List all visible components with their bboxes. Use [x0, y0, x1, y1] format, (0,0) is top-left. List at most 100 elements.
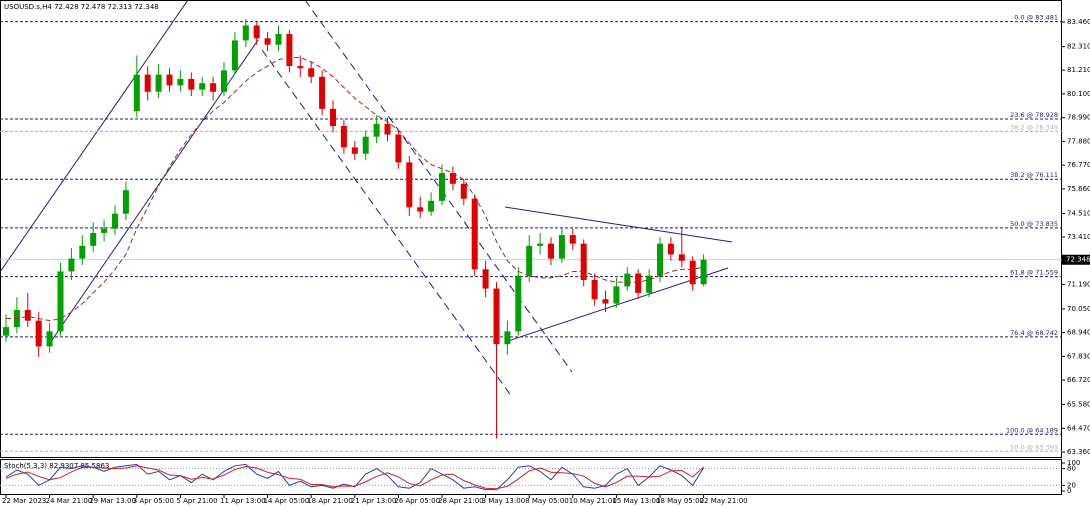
stoch-panel — [0, 459, 1062, 495]
down-channel-upper — [304, 0, 573, 373]
candle-body — [155, 74, 162, 92]
candle-body — [591, 280, 598, 300]
fib-label: 76.4 @ 68.742 — [1010, 329, 1058, 337]
x-tick-label: 28 Apr 21:00 — [438, 497, 484, 505]
candle-body — [602, 299, 609, 304]
y-tick-label: 75.660 — [1067, 185, 1090, 193]
last-price-label: 72.348 — [1066, 256, 1090, 264]
candle-body — [613, 286, 620, 304]
candle-body — [90, 232, 97, 246]
x-tick-label: 10 May 21:00 — [569, 497, 617, 505]
candle-body — [362, 136, 369, 154]
candle-body — [112, 213, 118, 229]
x-tick-label: 14 Apr 05:00 — [264, 497, 310, 505]
y-tick-label: 81.210 — [1067, 66, 1090, 74]
x-tick-label: 18 May 05:00 — [656, 497, 704, 505]
candle-body — [24, 309, 31, 321]
candle-body — [700, 259, 707, 285]
fib-label: 38.2 @ 78.349 — [1010, 123, 1058, 131]
candle-body — [569, 235, 576, 244]
fib-label: 50.0 @ 63.393 — [1010, 443, 1058, 451]
candle-body — [558, 235, 565, 259]
fib-label: 100.0 @ 64.189 — [1006, 426, 1058, 434]
fib-label: 23.6 @ 78.928 — [1010, 111, 1058, 119]
candle-body — [439, 173, 445, 201]
candle-body — [406, 162, 413, 208]
candle-body — [395, 134, 402, 163]
y-tick-label: 77.880 — [1067, 137, 1090, 145]
x-tick-label: 29 Mar 13:00 — [89, 497, 136, 505]
y-tick-label: 76.770 — [1067, 161, 1090, 169]
candle-body — [319, 76, 326, 109]
x-tick-label: 26 Apr 05:00 — [394, 497, 440, 505]
candle-body — [580, 243, 587, 281]
candle-body — [57, 271, 64, 332]
candle-body — [210, 83, 217, 92]
candle-body — [678, 254, 685, 261]
x-tick-label: 3 May 13:00 — [482, 497, 526, 505]
candle-body — [340, 125, 347, 148]
channel-upper — [0, 0, 189, 273]
candle-body — [515, 275, 522, 332]
fib-label: 38.2 @ 76.111 — [1010, 171, 1058, 179]
candle-body — [657, 243, 663, 276]
candle-body — [253, 25, 260, 39]
x-tick-label: 24 Mar 21:00 — [46, 497, 93, 505]
x-tick-label: 15 May 13:00 — [612, 497, 660, 505]
x-tick-label: 21 Apr 13:00 — [351, 497, 397, 505]
candle-body — [297, 66, 304, 69]
fib-label: 0.0 @ 83.481 — [1014, 14, 1058, 22]
y-tick-label: 80.100 — [1067, 90, 1090, 98]
candle-body — [79, 245, 86, 259]
candle-body — [460, 183, 467, 199]
candle-body — [101, 228, 108, 233]
candle-body — [428, 200, 435, 212]
fib-label: 61.8 @ 71.559 — [1010, 269, 1058, 277]
candle-body — [264, 38, 271, 45]
candle-body — [221, 70, 227, 92]
candle-body — [308, 68, 315, 77]
y-tick-label: 71.190 — [1067, 281, 1090, 289]
x-tick-label: 11 Apr 13:00 — [220, 497, 266, 505]
candle-body — [526, 245, 533, 276]
down-channel-lower — [261, 49, 513, 398]
candle-body — [384, 123, 391, 135]
candle-body — [199, 83, 206, 90]
last-price-box — [1062, 254, 1090, 265]
candle-body — [548, 243, 554, 259]
x-tick-label: 3 Apr 05:00 — [133, 497, 174, 505]
y-tick-label: 83.460 — [1067, 18, 1090, 26]
y-tick-label: 73.410 — [1067, 233, 1090, 241]
candle-body — [635, 273, 642, 293]
y-tick-label: 20 — [1067, 481, 1076, 489]
y-tick-label: 78.990 — [1067, 114, 1090, 122]
candle-body — [35, 320, 42, 347]
chart-title: USOUSD.s,H4 72.428 72.478 72.313 72.348 — [4, 3, 159, 11]
candle-body — [471, 198, 478, 270]
y-tick-label: 63.360 — [1067, 448, 1090, 456]
candle-body — [275, 34, 282, 45]
candle-body — [417, 207, 424, 212]
candle-body — [166, 74, 173, 86]
candle-body — [46, 331, 53, 347]
candle-body — [624, 273, 631, 287]
moving-average — [6, 57, 704, 322]
candle-body — [330, 108, 336, 126]
candle-body — [3, 327, 9, 336]
y-tick-label: 82.310 — [1067, 43, 1090, 51]
y-tick-label: 80 — [1067, 465, 1076, 473]
stoch-line — [5, 465, 704, 490]
candle-body — [482, 269, 489, 289]
x-tick-label: 8 May 05:00 — [525, 497, 569, 505]
candle-body — [286, 34, 293, 67]
fib-label: 50.0 @ 73.835 — [1010, 220, 1058, 228]
y-tick-label: 65.580 — [1067, 401, 1090, 409]
candle-body — [144, 74, 151, 92]
candle-body — [133, 74, 140, 112]
candle-body — [68, 258, 75, 272]
y-tick-label: 0 — [1067, 487, 1071, 495]
x-tick-label: 5 Apr 21:00 — [176, 497, 217, 505]
candle-body — [242, 25, 249, 41]
